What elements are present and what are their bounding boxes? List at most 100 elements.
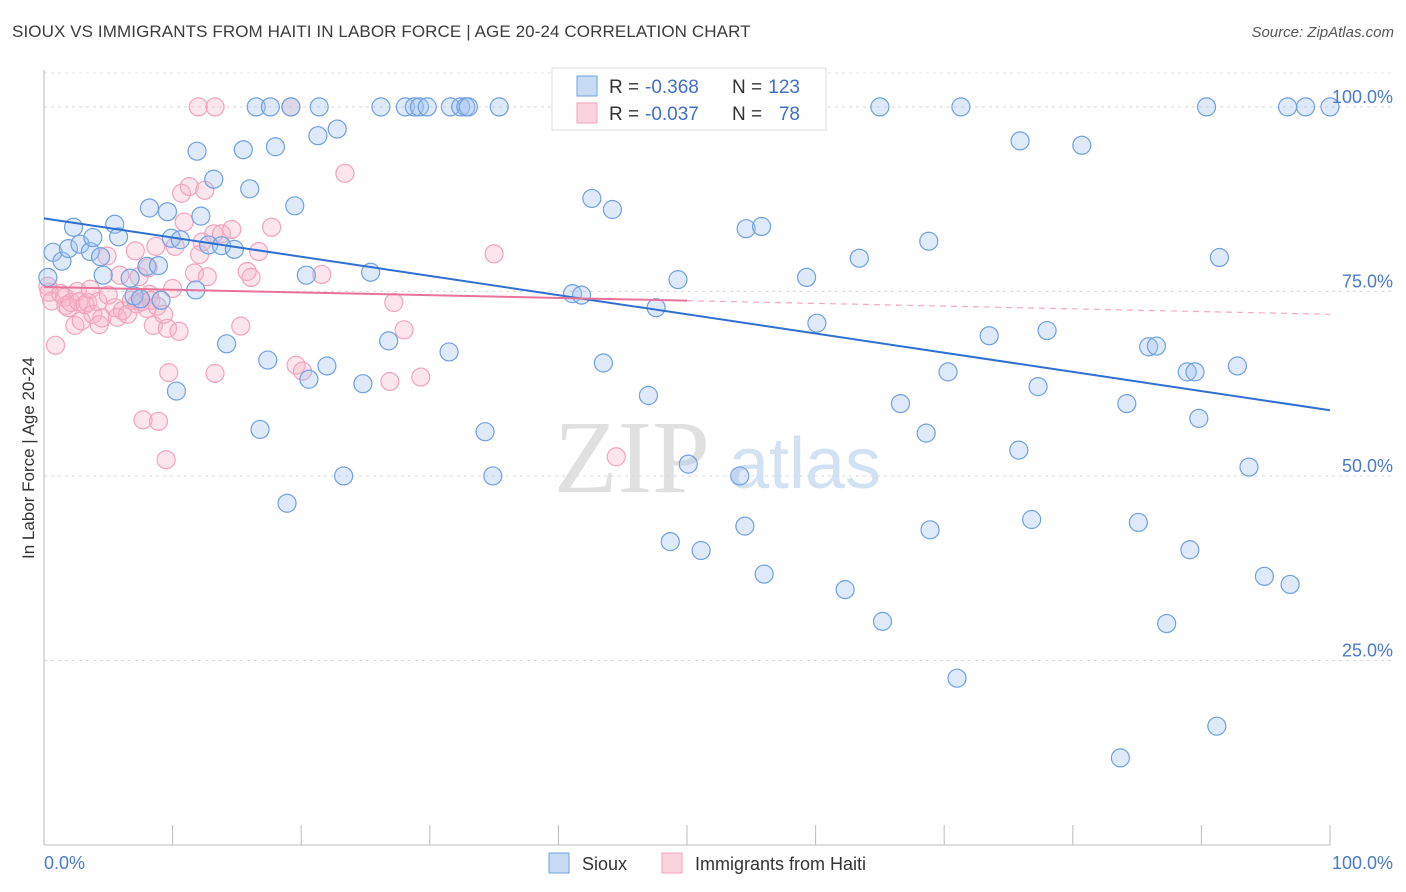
haiti-trend-line (43, 286, 688, 302)
sioux-point-72 (646, 298, 666, 318)
sioux-point-81 (751, 216, 772, 237)
sioux-point-122 (1320, 97, 1340, 117)
haiti-point-43 (157, 318, 178, 338)
sioux-point-43 (308, 126, 328, 146)
sioux-point-37 (265, 137, 286, 157)
sioux-point-39 (281, 97, 301, 117)
sioux-point-19 (157, 202, 178, 222)
sioux-point-60 (458, 97, 478, 117)
sioux-point-92 (920, 520, 940, 540)
sioux-point-58 (451, 97, 471, 117)
sioux-point-107 (1146, 336, 1166, 356)
sioux-point-79 (735, 516, 755, 536)
sioux-point-65 (571, 285, 592, 305)
chart-title: SIOUX VS IMMIGRANTS FROM HAITI IN LABOR … (12, 22, 751, 41)
legend-r-sioux: -0.368 (645, 77, 699, 98)
haiti-point-51 (184, 263, 205, 283)
sioux-trend-line (43, 217, 1331, 412)
sioux-point-24 (187, 141, 207, 161)
sioux-point-41 (296, 265, 316, 285)
x-tick-label-right: 100.0% (1332, 853, 1393, 873)
trend-lines (43, 217, 1331, 412)
sioux-point-44 (309, 97, 329, 117)
haiti-point-3 (45, 335, 66, 355)
sioux-point-32 (240, 179, 260, 199)
sioux-point-85 (835, 580, 855, 600)
sioux-point-112 (1189, 408, 1209, 428)
legend-r-label-sioux: R = (609, 77, 639, 98)
sioux-point-45 (317, 356, 337, 376)
watermark-atlas: atlas (729, 424, 881, 504)
haiti-point-38 (146, 236, 166, 257)
sioux-point-82 (754, 564, 774, 584)
x-tick-label-left: 0.0% (44, 853, 85, 873)
bottom-legend-label-sioux: Sioux (582, 854, 627, 874)
bottom-legend-swatch-haiti (661, 852, 683, 874)
sioux-point-93 (938, 362, 958, 382)
sioux-point-105 (1128, 512, 1148, 533)
y-axis-title: In Labor Force | Age 20-24 (19, 357, 38, 559)
sioux-point-0 (38, 267, 58, 288)
sioux-point-63 (489, 97, 509, 117)
sioux-point-36 (260, 97, 280, 117)
sioux-point-55 (417, 97, 437, 117)
y-tick-label-3: 100.0% (1332, 87, 1393, 107)
legend-r-label-haiti: R = (609, 104, 639, 125)
sioux-point-25 (191, 206, 211, 226)
sioux-point-33 (246, 97, 266, 117)
sioux-point-38 (277, 493, 297, 513)
sioux-point-108 (1157, 613, 1177, 634)
haiti-point-71 (384, 292, 404, 313)
haiti-point-62 (241, 267, 261, 288)
sioux-point-117 (1239, 457, 1259, 477)
y-tick-labels: 25.0% 50.0% 75.0% 100.0% (1332, 87, 1393, 661)
y-tick-label-2: 75.0% (1342, 271, 1393, 291)
sioux-point-71 (638, 385, 659, 406)
haiti-point-68 (312, 264, 332, 285)
sioux-point-31 (233, 140, 253, 160)
haiti-point-7 (58, 298, 79, 318)
sioux-point-119 (1277, 97, 1298, 117)
sioux-point-98 (1010, 131, 1030, 151)
haiti-point-45 (163, 278, 183, 299)
watermark-zip: ZIP (554, 400, 710, 515)
sioux-point-50 (371, 97, 391, 117)
sioux-point-62 (483, 466, 503, 486)
bottom-legend-label-haiti: Immigrants from Haiti (695, 854, 866, 874)
sioux-point-109 (1177, 362, 1197, 382)
haiti-point-70 (380, 371, 400, 392)
haiti-point-19 (92, 308, 112, 328)
sioux-point-56 (439, 342, 459, 362)
sioux-point-89 (890, 394, 911, 414)
legend-swatch-sioux (576, 75, 598, 97)
sioux-point-69 (602, 199, 623, 220)
legend-n-sioux: 123 (768, 77, 800, 98)
legend-n-label-haiti: N = (732, 104, 762, 125)
sioux-point-68 (593, 353, 614, 373)
haiti-point-32 (133, 410, 153, 430)
haiti-point-69 (335, 163, 355, 183)
sioux-point-27 (204, 169, 224, 189)
haiti-point-44 (159, 363, 179, 383)
sioux-point-101 (1037, 320, 1057, 341)
haiti-point-76 (188, 97, 208, 117)
sioux-point-12 (120, 268, 140, 288)
sioux-point-114 (1207, 716, 1227, 736)
sioux-point-120 (1280, 574, 1300, 595)
sioux-point-30 (224, 239, 244, 259)
sioux-point-9 (93, 265, 113, 285)
haiti-point-21 (98, 285, 118, 305)
sioux-point-21 (166, 381, 187, 401)
haiti-point-17 (88, 292, 108, 312)
legend-n-label-sioux: N = (732, 77, 762, 98)
sioux-point-96 (979, 326, 999, 346)
haiti-point-47 (169, 321, 189, 341)
sioux-point-94 (947, 668, 967, 688)
bottom-legend-swatch-sioux (548, 852, 570, 874)
haiti-point-74 (484, 244, 504, 264)
sioux-point-97 (1009, 440, 1029, 460)
sioux-point-42 (299, 369, 319, 389)
sioux-point-48 (353, 374, 373, 394)
sioux-point-34 (250, 419, 270, 440)
sioux-point-18 (151, 290, 171, 310)
